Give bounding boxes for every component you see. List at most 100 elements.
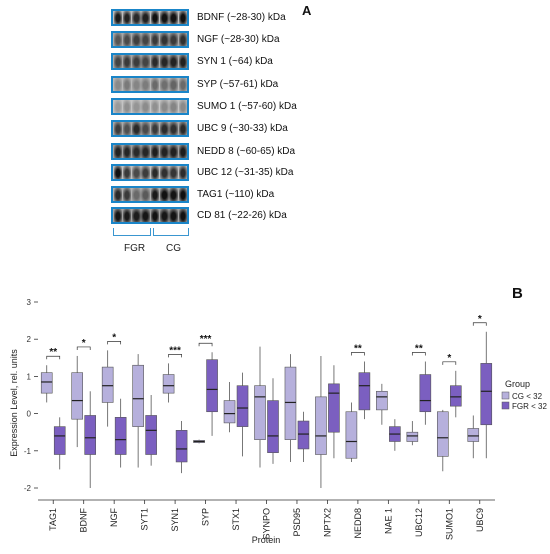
panel-a-letter: A [302, 3, 312, 18]
blot-band [169, 209, 178, 222]
blot-strip [111, 98, 189, 115]
blot-strip [111, 207, 189, 224]
blot-band [178, 78, 187, 91]
y-tick-label: 3 [27, 298, 32, 307]
blot-band [122, 122, 132, 135]
blot-label: CD 81 (~22-26) kDa [197, 210, 287, 221]
x-tick-label: NEDD8 [353, 508, 363, 539]
significance-stars: * [82, 338, 86, 349]
legend-title: Group [505, 379, 530, 389]
x-tick-label: NGF [109, 508, 119, 528]
blot-band [160, 188, 169, 201]
blot-band [113, 209, 123, 222]
blot-band [160, 100, 169, 113]
group-label-fgr: FGR [124, 243, 146, 254]
chart-boxes [40, 331, 493, 488]
box-fgr [449, 385, 462, 407]
blot-band [169, 78, 178, 91]
legend-swatch-cg [501, 391, 510, 400]
blot-band [122, 55, 132, 68]
blot-band [150, 11, 160, 24]
blot-label: UBC 9 (~30-33) kDa [197, 123, 288, 134]
blot-band [178, 11, 187, 24]
legend-swatch-fgr [501, 401, 510, 410]
box-cg [71, 372, 83, 420]
y-tick-label: 0 [27, 410, 32, 419]
legend: Group CG < 32 FGR < 32 [501, 379, 547, 411]
box-fgr [358, 372, 371, 411]
blot-band [178, 166, 187, 179]
x-tick-label: TAG1 [48, 508, 58, 531]
blot-band [122, 145, 132, 158]
blot-band [169, 188, 178, 201]
group-label-cg: CG [166, 243, 181, 254]
box-cg [315, 396, 327, 455]
blot-band [122, 78, 132, 91]
blot-band [132, 78, 141, 91]
box-cg [376, 390, 388, 411]
blot-band [122, 33, 132, 46]
x-tick-label: STX1 [231, 508, 241, 531]
significance-stars: * [478, 314, 482, 325]
x-tick-label: NPTX2 [322, 508, 332, 537]
blot-band [141, 166, 150, 179]
blot-band [178, 55, 187, 68]
blot-band [132, 209, 141, 222]
blot-band [132, 33, 141, 46]
blot-band [178, 122, 187, 135]
significance-stars: ** [354, 344, 362, 355]
box-cg [101, 366, 114, 403]
blot-band [160, 209, 169, 222]
blot-band [132, 166, 141, 179]
legend-label-fgr: FGR < 32 [512, 402, 547, 411]
blot-label: BDNF (~28-30) kDa [197, 12, 286, 23]
blot-band [169, 145, 178, 158]
blot-band [178, 100, 187, 113]
blot-band [113, 11, 123, 24]
blot-band [160, 166, 169, 179]
blot-band [113, 78, 123, 91]
blot-band [141, 209, 150, 222]
blot-band [113, 100, 123, 113]
blot-band [150, 145, 160, 158]
blot-band [178, 145, 187, 158]
significance-bracket [472, 322, 487, 326]
blot-band [132, 122, 141, 135]
x-tick-label: PSD95 [292, 508, 302, 537]
box-cg [436, 411, 449, 457]
significance-markers: ************ **** [46, 314, 487, 365]
blot-label: NGF (~28-30) kDa [197, 34, 280, 45]
blot-band [150, 188, 160, 201]
blot-band [132, 100, 141, 113]
blot-band [150, 122, 160, 135]
y-axis-label: Expression Level, rel. units [9, 349, 19, 457]
significance-bracket [107, 341, 122, 345]
blot-label: SYN 1 (~64) kDa [197, 56, 273, 67]
significance-bracket [411, 352, 426, 356]
box-fgr [53, 426, 66, 455]
blot-strip [111, 143, 189, 160]
blot-band [113, 166, 123, 179]
box-cg [406, 431, 419, 442]
box-fgr [145, 415, 157, 455]
x-tick-label: SYNPO [262, 508, 272, 540]
blot-band [169, 11, 178, 24]
blot-label: TAG1 (~110) kDa [197, 189, 275, 200]
blot-strip [111, 164, 189, 181]
blot-band [169, 33, 178, 46]
box-fgr [114, 417, 127, 455]
blot-strip [111, 9, 189, 26]
blot-band [122, 188, 132, 201]
cg-bracket [153, 228, 189, 236]
box-cg [345, 411, 358, 459]
box-cg [132, 364, 144, 427]
box-fgr [206, 359, 218, 413]
box-cg [162, 374, 175, 394]
x-tick-label: SYN1 [170, 508, 180, 532]
y-tick-label: 1 [27, 372, 32, 381]
y-tick-label: 2 [27, 335, 32, 344]
blot-label: SYP (~57-61) kDa [197, 79, 279, 90]
x-tick-label: SYT1 [140, 508, 150, 531]
blot-band [178, 33, 187, 46]
